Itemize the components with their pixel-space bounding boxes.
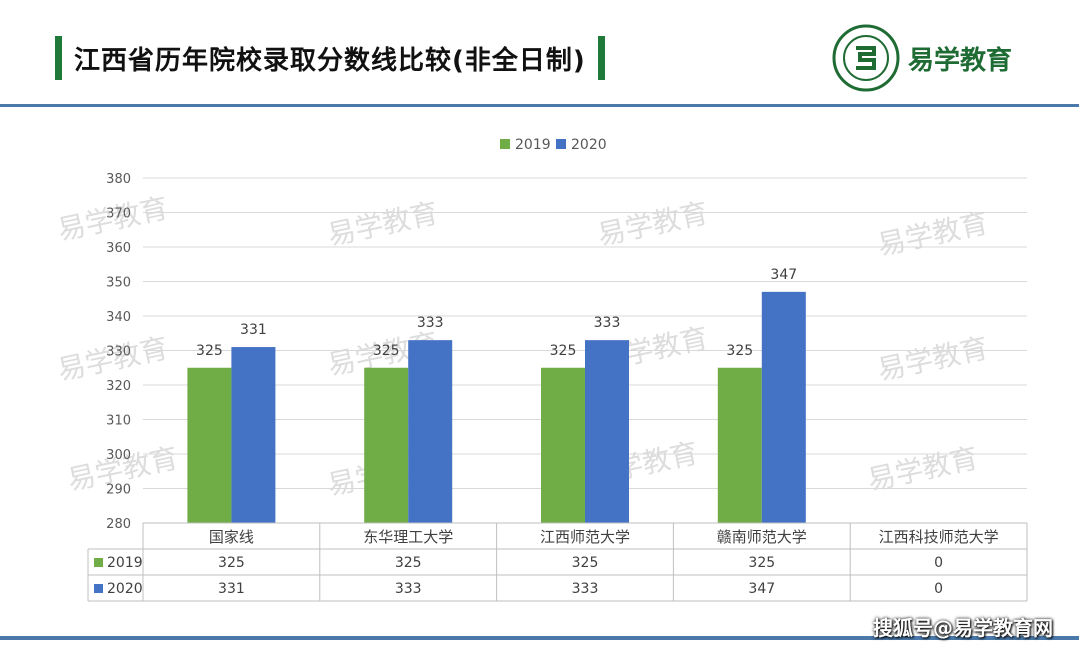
data-label-2020-0: 331	[240, 322, 267, 338]
table-cell-2019-1: 325	[395, 555, 422, 571]
watermark-3: 易学教育	[875, 206, 991, 262]
title-accent-right	[597, 36, 605, 80]
logo-emblem-icon	[832, 24, 900, 92]
bar-2020-2	[585, 340, 629, 523]
category-label-0: 国家线	[209, 528, 254, 546]
watermark-2: 易学教育	[595, 196, 711, 252]
y-tick-330: 330	[106, 345, 131, 360]
y-tick-280: 280	[106, 517, 131, 532]
page-title: 江西省历年院校录取分数线比较(非全日制)	[74, 45, 586, 76]
bar-2020-1	[408, 340, 453, 523]
watermark-7: 易学教育	[875, 331, 991, 387]
y-tick-370: 370	[106, 207, 131, 222]
table-swatch-2020	[94, 584, 103, 593]
y-tick-310: 310	[106, 414, 131, 429]
table-cell-2020-3: 347	[748, 581, 775, 597]
table-cell-2020-4: 0	[934, 581, 943, 597]
category-label-2: 江西师范大学	[540, 528, 630, 546]
bar-2019-1	[364, 367, 409, 523]
bar-2020-3	[761, 291, 806, 523]
header-rule	[0, 104, 1079, 107]
table-cell-2019-0: 325	[218, 555, 245, 571]
bar-2019-3	[717, 367, 762, 523]
title-accent-left	[55, 36, 62, 80]
data-label-2020-1: 333	[417, 315, 444, 331]
y-tick-340: 340	[106, 310, 131, 325]
data-label-2019-2: 325	[550, 343, 577, 359]
bar-2019-0	[187, 367, 232, 523]
table-swatch-2019	[94, 558, 103, 567]
data-label-2019-0: 325	[196, 343, 223, 359]
footer-rule	[0, 636, 1079, 640]
legend-swatch-2020	[556, 139, 566, 149]
category-label-3: 赣南师范大学	[717, 528, 807, 546]
y-tick-380: 380	[106, 172, 131, 187]
data-label-2020-3: 347	[770, 267, 797, 283]
table-cell-2019-2: 325	[572, 555, 599, 571]
legend-swatch-2019	[500, 139, 510, 149]
y-tick-360: 360	[106, 241, 131, 256]
data-label-2019-1: 325	[373, 343, 400, 359]
table-cell-2019-4: 0	[934, 555, 943, 571]
table-cell-2020-2: 333	[572, 581, 599, 597]
legend-label-2020: 2020	[571, 137, 607, 153]
table-cell-2019-3: 325	[748, 555, 775, 571]
footer-source: 搜狐号@易学教育网	[873, 616, 1053, 640]
data-label-2020-2: 333	[594, 315, 621, 331]
watermark-1: 易学教育	[325, 196, 441, 252]
y-tick-300: 300	[106, 448, 131, 463]
table-cell-2020-0: 331	[218, 581, 245, 597]
data-label-2019-3: 325	[726, 343, 753, 359]
bar-2019-2	[541, 367, 585, 523]
table-series-2019: 2019	[107, 555, 143, 571]
bar-2020-0	[231, 347, 276, 523]
legend-label-2019: 2019	[515, 137, 551, 153]
y-tick-320: 320	[106, 379, 131, 394]
y-tick-290: 290	[106, 483, 131, 498]
category-label-1: 东华理工大学	[363, 528, 453, 546]
table-cell-2020-1: 333	[395, 581, 422, 597]
category-label-4: 江西科技师范大学	[879, 528, 999, 546]
title-bar: 江西省历年院校录取分数线比较(非全日制)	[55, 36, 605, 80]
logo-text: 易学教育	[908, 46, 1013, 76]
logo: 易学教育	[830, 24, 1040, 92]
table-series-2020: 2020	[107, 581, 143, 597]
y-tick-350: 350	[106, 276, 131, 291]
